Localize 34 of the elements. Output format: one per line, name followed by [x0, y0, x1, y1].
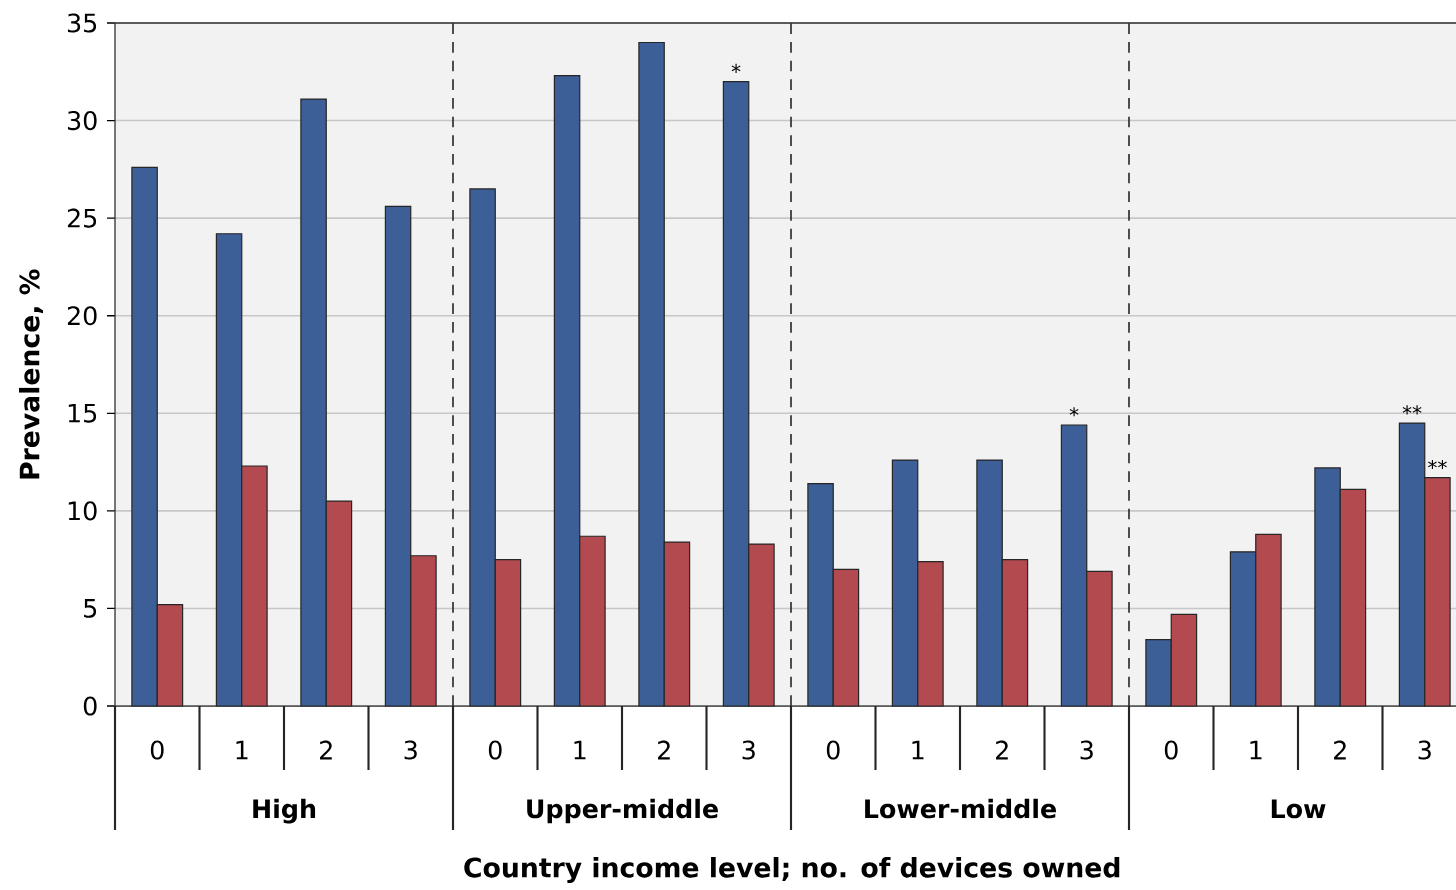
y-tick-label: 15 — [68, 403, 97, 423]
x-tick-label: 2 — [320, 740, 332, 760]
x-tick-label: 0 — [150, 740, 164, 760]
annotation: ** — [1428, 459, 1447, 470]
text: High — [253, 798, 316, 824]
x-tick-label: 1 — [912, 740, 924, 760]
annotation: * — [731, 63, 741, 73]
x-axis-title: Country income level; no. of devices owned — [464, 856, 1120, 884]
x-tick-label: 1 — [236, 740, 248, 760]
text: Lower-middle — [865, 798, 1056, 819]
text: Low — [1271, 799, 1326, 819]
x-tick-label: 0 — [826, 740, 840, 760]
x-tick-label: 2 — [996, 740, 1008, 760]
annotation: ** — [1402, 405, 1422, 415]
x-tick-label: 3 — [404, 740, 417, 760]
x-tick-label: 0 — [1164, 740, 1178, 760]
y-tick-label: 35 — [67, 13, 97, 33]
x-tick-label: 1 — [574, 740, 586, 760]
x-tick-label: 2 — [658, 740, 670, 760]
x-tick-label: 2 — [1334, 740, 1346, 760]
y-tick-label: 5 — [84, 599, 97, 618]
y-tick-label: 0 — [83, 696, 97, 716]
x-tick-label: 3 — [1418, 740, 1431, 760]
x-tick-label: 1 — [1250, 740, 1262, 760]
y-axis-title: Prevalence, % — [18, 269, 44, 479]
x-tick-label: 0 — [488, 740, 502, 760]
y-tick-label: 25 — [67, 208, 97, 228]
y-tick-label: 20 — [67, 306, 97, 326]
x-tick-label: 3 — [1080, 740, 1093, 760]
y-tick-label: 30 — [67, 111, 97, 131]
annotation: * — [1069, 407, 1079, 417]
text: Upper-middle — [527, 798, 718, 824]
x-tick-label: 3 — [742, 740, 755, 760]
y-tick-label: 10 — [68, 501, 97, 521]
